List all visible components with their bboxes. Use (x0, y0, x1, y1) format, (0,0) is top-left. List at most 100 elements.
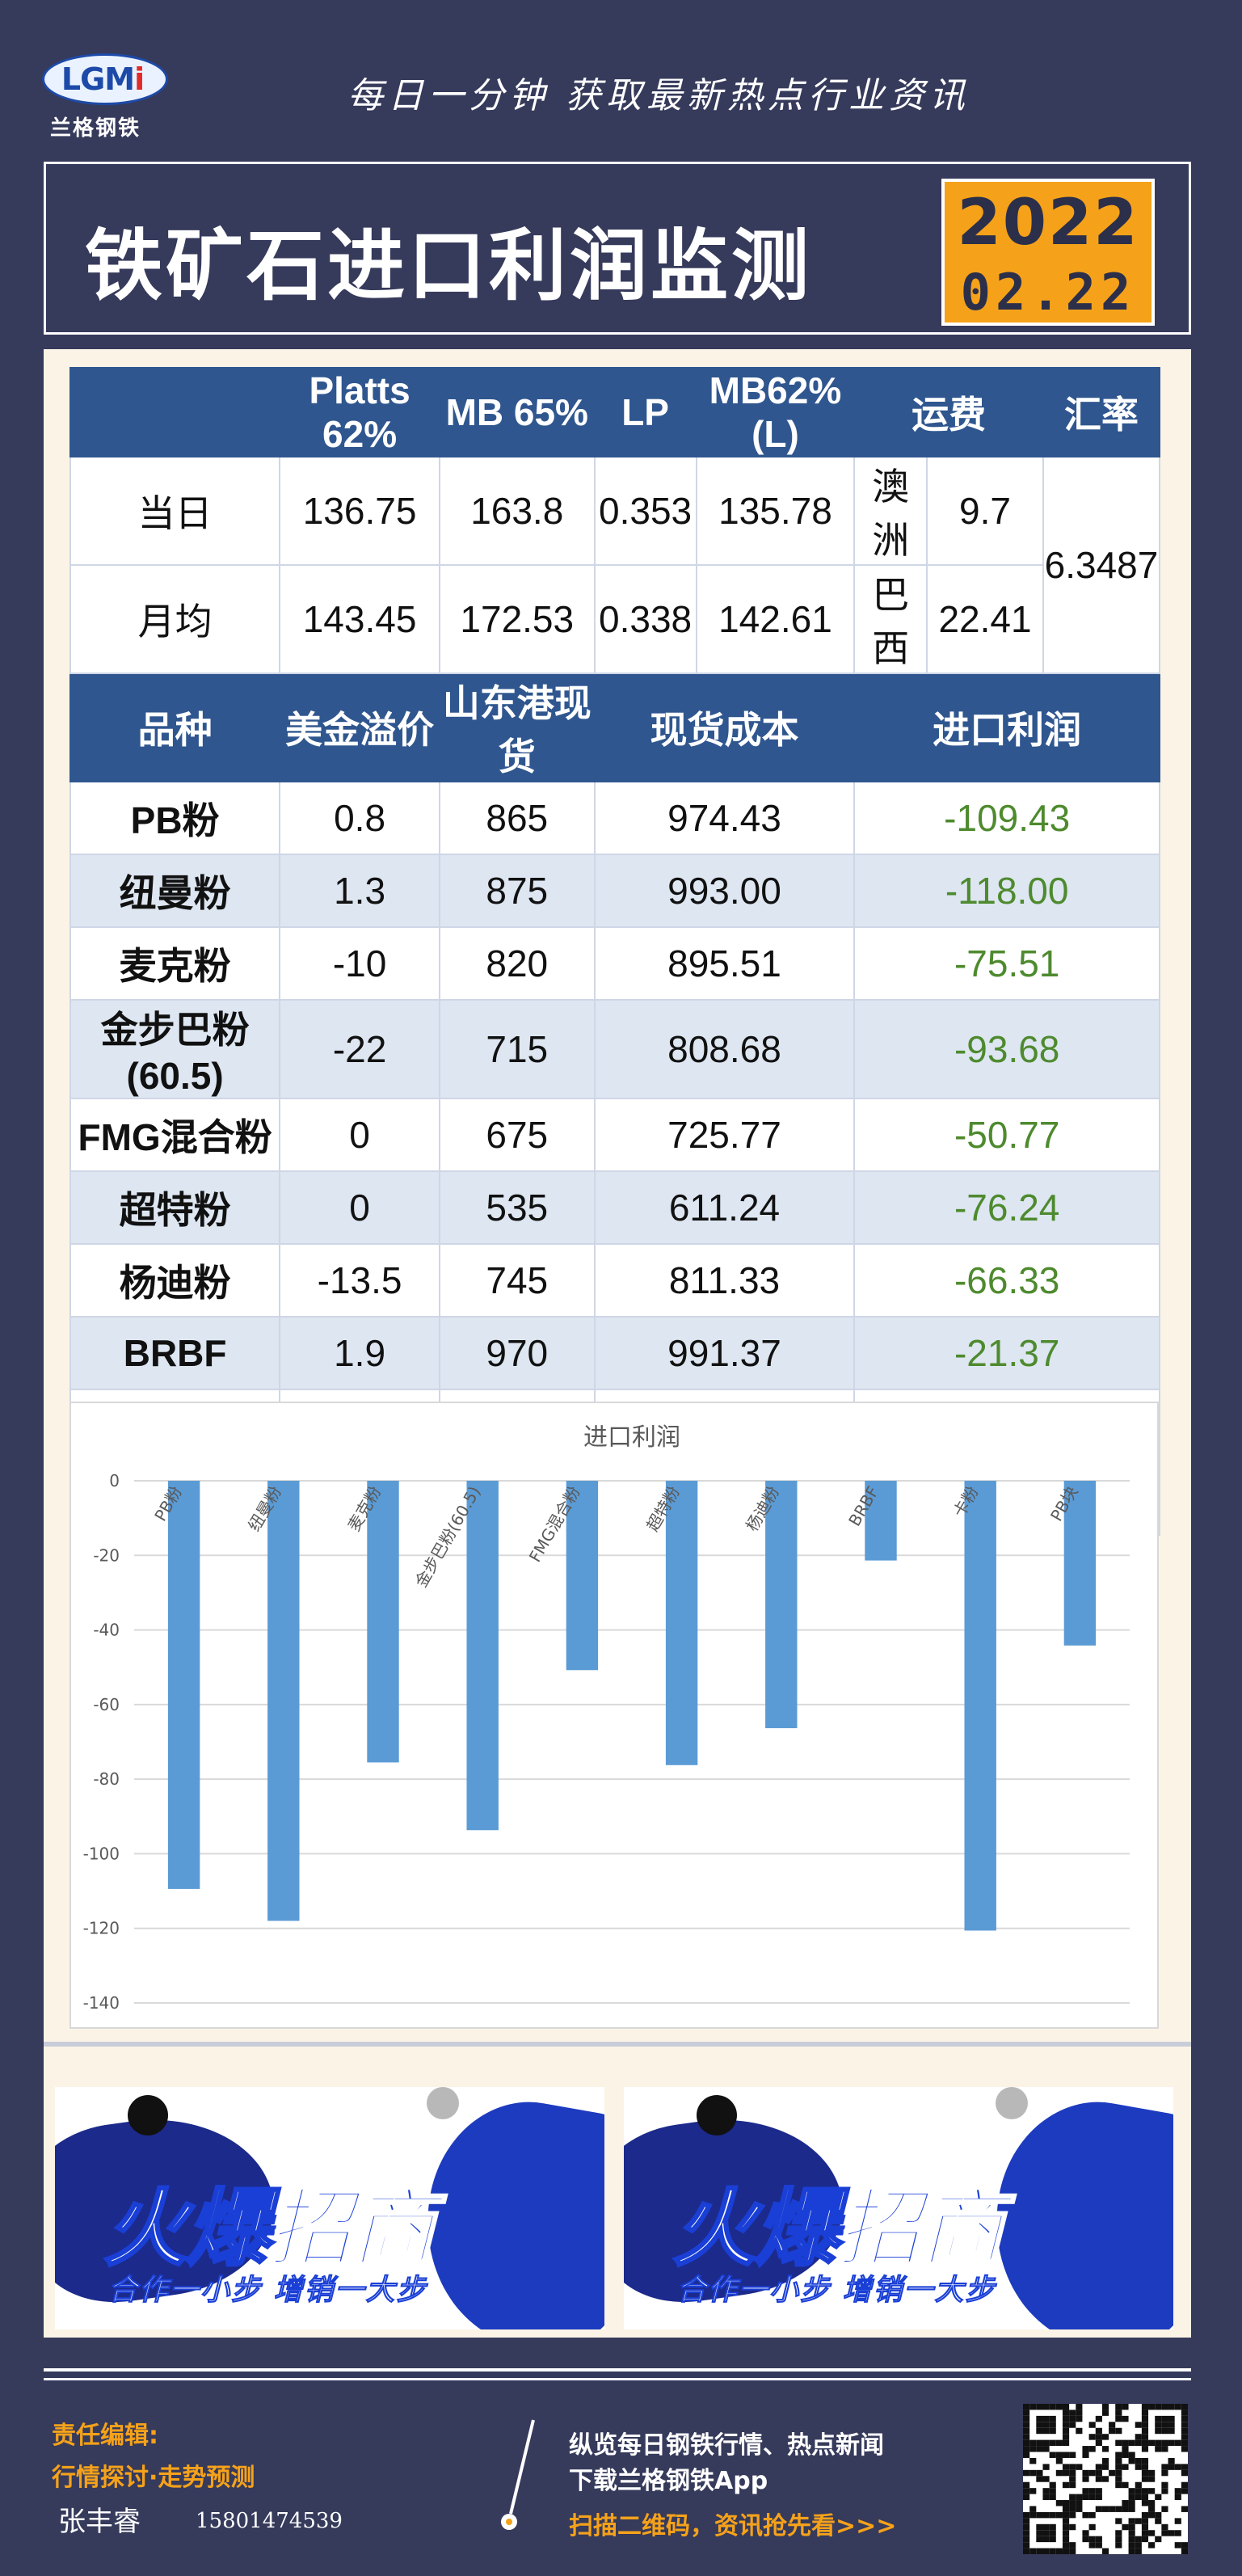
profit-cell-cost: 811.33 (593, 1243, 856, 1318)
bar (267, 1481, 300, 1921)
profit-cell-spot: 715 (438, 999, 596, 1099)
app-promo-line3: 扫描二维码，资讯抢先看>>> (569, 2512, 897, 2540)
price-header-fx: 汇率 (1042, 367, 1161, 457)
price-header-row: Platts 62% MB 65% LP MB62%(L) 运费 汇率 (69, 367, 1161, 457)
editor-phone[interactable]: 15801474539 (196, 2509, 343, 2533)
y-tick-label: -20 (93, 1545, 120, 1565)
profit-cell-name: FMG混合粉 (69, 1098, 281, 1172)
profit-cell-premium: 0 (279, 1098, 440, 1172)
price-header-mb62l: MB62%(L) (695, 367, 856, 457)
price-cell-mb65: 163.8 (438, 456, 596, 566)
profit-cell-spot: 535 (438, 1170, 596, 1245)
bar (1063, 1481, 1097, 1646)
y-tick-label: -100 (83, 1844, 120, 1863)
profit-cell-spot: 970 (438, 1316, 596, 1390)
price-row-monthly: 月均 143.45 172.53 0.338 142.61 巴西 22.41 (69, 564, 1160, 674)
price-cell-platts62: 143.45 (279, 564, 440, 674)
section-divider (44, 2042, 1191, 2047)
title-box: 铁矿石进口利润监测 2022 02.22 (44, 162, 1191, 335)
y-tick-label: -140 (83, 1993, 120, 2013)
profit-cell-name: 麦克粉 (69, 926, 281, 1001)
editor-topic: 行情探讨·走势预测 (52, 2464, 255, 2492)
header-slogan: 每日一分钟 获取最新热点行业资讯 (347, 75, 970, 116)
date-badge: 2022 02.22 (941, 179, 1155, 326)
bar (665, 1481, 698, 1765)
bar (367, 1481, 399, 1763)
profit-cell-cost: 725.77 (593, 1098, 856, 1172)
logo-text: LGMi (61, 61, 145, 97)
profit-row: 金步巴粉(60.5) -22 715 808.68 -93.68 (69, 999, 1160, 1099)
profit-cell-premium: -22 (279, 999, 440, 1099)
profit-cell-profit: -118.00 (853, 854, 1160, 928)
y-tick-label: -80 (93, 1769, 120, 1789)
price-cell-mb62l: 135.78 (695, 456, 856, 566)
ad-headline: 火爆招商 (102, 2178, 436, 2279)
y-tick-label: 0 (109, 1471, 120, 1490)
ad-tagline: 合作一小步 增销一大步 (677, 2274, 996, 2308)
profit-cell-premium: 0 (279, 1170, 440, 1245)
profit-row: FMG混合粉 0 675 725.77 -50.77 (69, 1098, 1160, 1172)
price-row-label: 当日 (69, 456, 281, 566)
price-header-freight: 运费 (853, 367, 1044, 457)
chart-title: 进口利润 (583, 1423, 680, 1452)
footer-divider (44, 2368, 1191, 2372)
profit-cell-cost: 993.00 (593, 854, 856, 928)
profit-cell-premium: -10 (279, 926, 440, 1001)
price-profit-table: Platts 62% MB 65% LP MB62%(L) 运费 汇率 当日 1… (69, 367, 1161, 1536)
content-panel: Platts 62% MB 65% LP MB62%(L) 运费 汇率 当日 1… (44, 349, 1191, 2338)
bar (765, 1481, 798, 1729)
pen-icon (501, 2419, 535, 2530)
logo-cn-text: 兰格钢铁 (50, 116, 141, 141)
y-tick-label: -120 (83, 1919, 120, 1938)
profit-header-cost: 现货成本 (593, 672, 856, 782)
profit-cell-spot: 865 (438, 781, 596, 855)
profit-cell-profit: -109.43 (853, 781, 1160, 855)
profit-cell-name: BRBF (69, 1316, 281, 1390)
ad-headline: 火爆招商 (671, 2178, 1004, 2279)
date-year: 2022 (957, 187, 1139, 259)
profit-cell-cost: 974.43 (593, 781, 856, 855)
profit-cell-name: 杨迪粉 (69, 1243, 281, 1318)
ink-dot (996, 2087, 1028, 2119)
app-promo-line2[interactable]: 下载兰格钢铁App (569, 2467, 768, 2495)
price-cell-platts62: 136.75 (279, 456, 440, 566)
page-title: 铁矿石进口利润监测 (85, 221, 812, 311)
profit-cell-name: 纽曼粉 (69, 854, 281, 928)
logo-oval (42, 53, 168, 105)
app-promo-line1: 纵览每日钢铁行情、热点新闻 (569, 2431, 884, 2460)
profit-cell-premium: 0.8 (279, 781, 440, 855)
profit-cell-spot: 820 (438, 926, 596, 1001)
price-cell-lp: 0.353 (593, 456, 697, 566)
freight-value: 9.7 (926, 456, 1044, 566)
y-tick-label: -60 (93, 1695, 120, 1714)
profit-cell-premium: 1.3 (279, 854, 440, 928)
price-header-blank (69, 367, 281, 457)
ad-banner-right[interactable]: 火爆招商 合作一小步 增销一大步 (624, 2087, 1173, 2329)
qr-code-icon[interactable] (1023, 2404, 1188, 2554)
profit-cell-cost: 991.37 (593, 1316, 856, 1390)
price-row-label: 月均 (69, 564, 281, 674)
y-tick-label: -40 (93, 1621, 120, 1640)
date-month-day: 02.22 (960, 263, 1136, 322)
profit-cell-name: PB粉 (69, 781, 281, 855)
bar (466, 1481, 499, 1831)
profit-row: 纽曼粉 1.3 875 993.00 -118.00 (69, 854, 1160, 928)
ad-banner-left[interactable]: 火爆招商 合作一小步 增销一大步 (55, 2087, 604, 2329)
profit-cell-cost: 808.68 (593, 999, 856, 1099)
bar (566, 1481, 599, 1671)
profit-cell-profit: -75.51 (853, 926, 1160, 1001)
price-header-lp: LP (593, 367, 697, 457)
profit-cell-profit: -76.24 (853, 1170, 1160, 1245)
profit-chart: 进口利润 0 -20 -40 -60 -80 -100 -120 -140 PB粉 纽曼粉 麦克粉 金步… (69, 1402, 1159, 2029)
profit-header-profit: 进口利润 (853, 672, 1160, 782)
bar (964, 1481, 996, 1931)
profit-cell-cost: 895.51 (593, 926, 856, 1001)
profit-cell-spot: 675 (438, 1098, 596, 1172)
ink-splash (975, 2087, 1173, 2329)
profit-cell-name: 超特粉 (69, 1170, 281, 1245)
ink-splash (406, 2087, 604, 2329)
ad-tagline: 合作一小步 增销一大步 (108, 2274, 427, 2308)
profit-cell-profit: -93.68 (853, 999, 1160, 1099)
profit-row: PB粉 0.8 865 974.43 -109.43 (69, 781, 1160, 855)
